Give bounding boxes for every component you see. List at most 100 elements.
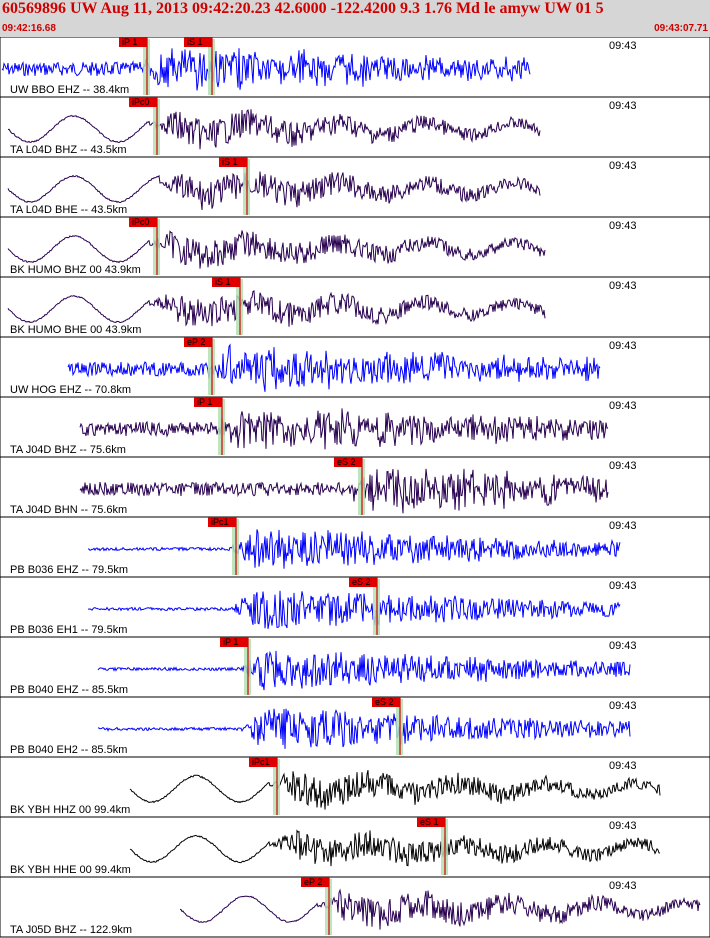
trace-row[interactable]: PB B036 EHZ -- 79.5km 09:43 [0, 516, 710, 578]
pick-label: iP 1 [223, 637, 238, 647]
pick-flag[interactable] [119, 37, 147, 47]
pick-flag[interactable] [219, 157, 247, 167]
trace-row[interactable]: UW HOG EHZ -- 70.8km 09:43 [0, 336, 710, 398]
event-title: 60569896 UW Aug 11, 2013 09:42:20.23 42.… [2, 0, 604, 17]
trace-time-label: 09:43 [609, 40, 637, 52]
waveform [129, 769, 661, 810]
pick-label: iPc0 [132, 97, 150, 107]
trace-row[interactable]: BK YBH HHE 00 99.4km 09:43 [0, 816, 710, 878]
trace-frame [0, 216, 710, 278]
trace-time-label: 09:43 [609, 100, 637, 112]
station-label: TA J04D BHZ -- 75.6km [10, 444, 126, 456]
waveform [7, 230, 546, 269]
waveform [97, 708, 631, 749]
waveform [7, 171, 541, 211]
pick-label: iPc1 [211, 517, 229, 527]
waveform [79, 408, 609, 450]
pick-label: eS 2 [352, 577, 371, 587]
trace-frame [0, 396, 710, 458]
station-label: BK YBH HHZ 00 99.4km [10, 804, 130, 816]
trace-row[interactable]: TA L04D BHE -- 43.5km 09:43 [0, 156, 710, 218]
station-label: TA L04D BHZ -- 43.5km [10, 144, 127, 156]
trace-row[interactable]: PB B040 EHZ -- 85.5km 09:43 [0, 636, 710, 698]
trace-row[interactable]: TA L04D BHZ -- 43.5km 09:43 [0, 96, 710, 158]
pick-label: iP 1 [122, 37, 137, 47]
pick-label: iP 1 [197, 397, 212, 407]
trace-time-label: 09:43 [609, 640, 637, 652]
pick-label: eP 2 [304, 877, 322, 887]
pick-label: iPc0 [132, 217, 150, 227]
waveform [7, 109, 541, 150]
waveform [179, 888, 701, 930]
pick-label: iS 1 [215, 277, 231, 287]
trace-time-label: 09:43 [609, 340, 637, 352]
trace-row[interactable]: UW BBO EHZ -- 38.4km 09:43 [0, 37, 710, 98]
trace-frame [0, 516, 710, 578]
trace-time-label: 09:43 [609, 700, 637, 712]
trace-row[interactable]: BK YBH HHZ 00 99.4km 09:43 [0, 756, 710, 818]
trace-row[interactable]: TA J05D BHZ -- 122.9km 09:43 [0, 876, 710, 938]
trace-time-label: 09:43 [609, 820, 637, 832]
station-label: TA J05D BHZ -- 122.9km [10, 924, 132, 936]
trace-time-label: 09:43 [609, 880, 637, 892]
pick-flag[interactable] [301, 877, 329, 887]
pick-flag[interactable] [372, 697, 400, 707]
waveform [1, 48, 531, 91]
trace-row[interactable]: TA J04D BHZ -- 75.6km 09:43 [0, 396, 710, 458]
trace-time-label: 09:43 [609, 760, 637, 772]
station-label: TA L04D BHE -- 43.5km [10, 204, 127, 216]
station-label: PB B036 EH1 -- 79.5km [10, 624, 127, 636]
pick-flag[interactable] [129, 97, 157, 107]
trace-frame [0, 636, 710, 698]
station-label: BK HUMO BHZ 00 43.9km [10, 264, 141, 276]
pick-label: iS 1 [187, 37, 203, 47]
pick-flag[interactable] [249, 757, 277, 767]
trace-time-label: 09:43 [609, 220, 637, 232]
station-label: PB B040 EHZ -- 85.5km [10, 684, 128, 696]
pick-label: eS 2 [375, 697, 394, 707]
pick-flag[interactable] [220, 637, 248, 647]
pick-label: eS 1 [420, 817, 439, 827]
station-label: BK YBH HHE 00 99.4km [10, 864, 131, 876]
event-header: 60569896 UW Aug 11, 2013 09:42:20.23 42.… [0, 0, 710, 38]
pick-label: eS 2 [337, 457, 356, 467]
pick-flag[interactable] [212, 277, 240, 287]
station-label: TA J04D BHN -- 75.6km [10, 504, 127, 516]
pick-flag[interactable] [184, 337, 212, 347]
trace-time-label: 09:43 [609, 460, 637, 472]
trace-row[interactable]: PB B040 EH2 -- 85.5km 09:43 [0, 696, 710, 758]
waveform [129, 829, 661, 867]
trace-row[interactable]: BK HUMO BHE 00 43.9km 09:43 [0, 276, 710, 338]
waveform [87, 529, 621, 569]
station-label: PB B036 EHZ -- 79.5km [10, 564, 128, 576]
pick-label: iS 1 [222, 157, 238, 167]
waveform [87, 590, 621, 629]
station-label: UW BBO EHZ -- 38.4km [10, 84, 129, 96]
pick-flag[interactable] [417, 817, 445, 827]
trace-time-label: 09:43 [609, 580, 637, 592]
pick-label: iPc1 [252, 757, 270, 767]
pick-flag[interactable] [129, 217, 157, 227]
pick-flag[interactable] [334, 457, 362, 467]
trace-frame [0, 756, 710, 818]
trace-frame [0, 816, 710, 878]
waveform [97, 650, 631, 691]
trace-time-label: 09:43 [609, 160, 637, 172]
trace-time-label: 09:43 [609, 520, 637, 532]
pick-flag[interactable] [349, 577, 377, 587]
waveform [67, 343, 601, 392]
station-label: PB B040 EH2 -- 85.5km [10, 744, 127, 756]
window-end-time: 09:43:07.71 [654, 23, 708, 34]
trace-row[interactable]: BK HUMO BHZ 00 43.9km 09:43 [0, 216, 710, 278]
pick-flag[interactable] [208, 517, 236, 527]
pick-flag[interactable] [184, 37, 212, 47]
trace-time-label: 09:43 [609, 280, 637, 292]
waveform [7, 290, 546, 327]
station-label: UW HOG EHZ -- 70.8km [10, 384, 131, 396]
pick-label: eP 2 [187, 337, 205, 347]
pick-flag[interactable] [194, 397, 222, 407]
trace-time-label: 09:43 [609, 400, 637, 412]
station-label: BK HUMO BHE 00 43.9km [10, 324, 141, 336]
window-start-time: 09:42:16.68 [2, 23, 56, 34]
